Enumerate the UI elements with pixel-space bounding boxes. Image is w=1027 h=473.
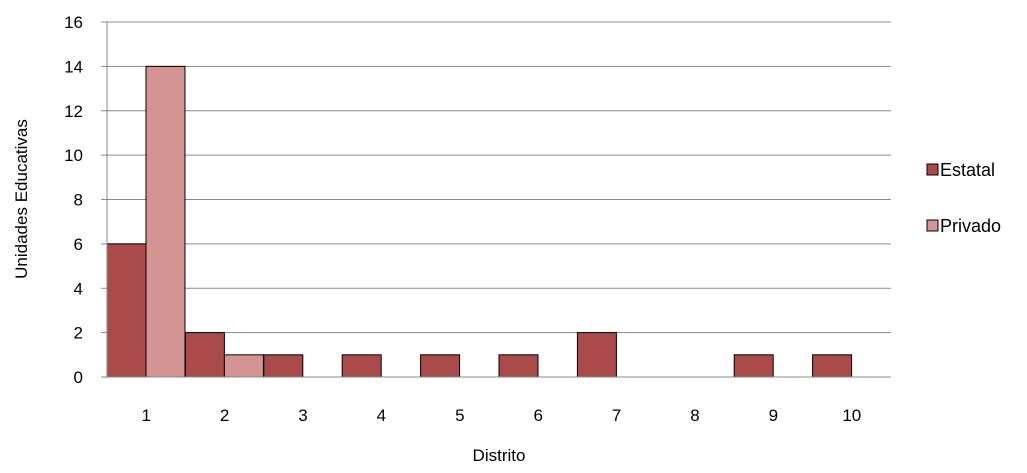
x-tick-label: 4 (377, 406, 386, 425)
x-tick-label: 2 (220, 406, 229, 425)
legend-swatch-privado (926, 219, 939, 232)
axes (101, 21, 891, 378)
y-tick-labels: 0 2 4 6 8 10 12 14 16 (64, 13, 83, 387)
legend-swatch-estatal (926, 163, 939, 176)
legend-label-estatal: Estatal (940, 160, 995, 180)
bar-estatal-distrito-7 (576, 332, 617, 378)
x-axis-title: Distrito (473, 446, 526, 465)
bar-estatal-distrito-5 (420, 354, 461, 378)
x-tick-label: 1 (141, 406, 150, 425)
y-tick-label: 0 (74, 368, 83, 387)
y-tick-label: 10 (64, 146, 83, 165)
x-tick-label: 6 (533, 406, 542, 425)
x-tick-label: 7 (612, 406, 621, 425)
bar-privado-distrito-1 (145, 65, 186, 378)
y-axis-title: Unidades Educativas (12, 119, 31, 279)
legend: Estatal Privado (926, 160, 1001, 236)
x-tick-labels: 1 2 3 4 5 6 7 8 9 10 (141, 406, 861, 425)
bar-estatal-distrito-4 (341, 354, 382, 378)
x-tick-label: 10 (842, 406, 861, 425)
legend-label-privado: Privado (940, 216, 1001, 236)
gridlines (107, 21, 891, 334)
y-tick-label: 2 (74, 324, 83, 343)
x-tick-label: 3 (298, 406, 307, 425)
bars (106, 65, 853, 378)
x-tick-label: 5 (455, 406, 464, 425)
y-tick-label: 12 (64, 102, 83, 121)
x-tick-label: 8 (690, 406, 699, 425)
y-tick-label: 6 (74, 235, 83, 254)
y-tick-label: 4 (74, 279, 83, 298)
bar-estatal-distrito-2 (184, 332, 225, 378)
bar-estatal-distrito-10 (812, 354, 853, 378)
y-tick-label: 16 (64, 13, 83, 32)
y-tick-label: 8 (74, 191, 83, 210)
bar-privado-distrito-2 (223, 354, 264, 378)
bar-estatal-distrito-9 (733, 354, 774, 378)
bar-estatal-distrito-6 (498, 354, 539, 378)
y-tick-label: 14 (64, 57, 83, 76)
x-tick-label: 9 (769, 406, 778, 425)
bar-estatal-distrito-1 (106, 243, 147, 378)
bar-estatal-distrito-3 (263, 354, 304, 378)
